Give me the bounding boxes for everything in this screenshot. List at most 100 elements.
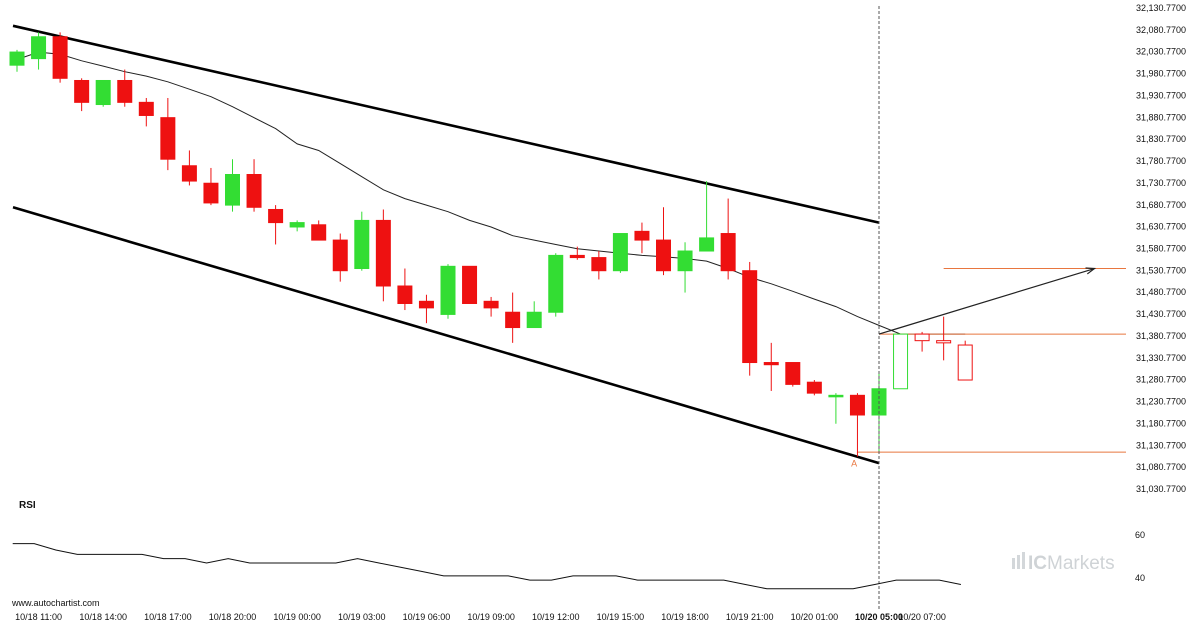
candle <box>418 294 434 324</box>
rsi-panel: RSI 60 40 <box>12 500 1145 590</box>
candle-body <box>289 222 305 228</box>
brand-markets: Markets <box>1047 553 1115 574</box>
y-tick-label: 31,780.7700 <box>1136 156 1186 166</box>
y-tick-label: 31,930.7700 <box>1136 90 1186 100</box>
candle-body <box>893 333 909 390</box>
candle <box>332 233 348 282</box>
icmarkets-logo: ICMarkets <box>1012 552 1115 574</box>
y-tick-label: 31,180.7700 <box>1136 418 1186 428</box>
y-tick-label: 31,380.7700 <box>1136 331 1186 341</box>
x-tick-label: 10/20 07:00 <box>898 612 946 622</box>
candle <box>957 340 973 381</box>
brand-text: ICMarkets <box>1028 553 1115 574</box>
y-axis: 32,130.7700 32,080.7700 32,030.7700 31,980.… <box>1136 3 1186 494</box>
candle-body <box>548 254 564 313</box>
rsi-tick-60: 60 <box>1135 530 1145 540</box>
candle <box>375 209 391 302</box>
candle-body <box>828 394 844 398</box>
candle <box>914 331 930 352</box>
candle <box>656 207 671 276</box>
candle-body <box>246 174 262 208</box>
y-tick-label: 31,630.7700 <box>1136 222 1186 232</box>
candle-body <box>806 381 822 394</box>
candle <box>31 32 47 70</box>
candle <box>591 251 607 280</box>
y-tick-label: 31,980.7700 <box>1136 69 1186 79</box>
candle <box>505 292 521 343</box>
candle <box>138 97 154 127</box>
y-tick-label: 31,580.7700 <box>1136 244 1186 254</box>
y-tick-label: 31,330.7700 <box>1136 353 1186 363</box>
candle-body <box>203 182 219 204</box>
rsi-title: RSI <box>19 500 36 511</box>
x-axis: 10/18 11:00 10/18 14:00 10/18 17:00 10/18 2… <box>15 612 946 622</box>
y-tick-label: 32,130.7700 <box>1136 3 1186 13</box>
y-tick-label: 31,230.7700 <box>1136 397 1186 407</box>
candles-layer <box>9 32 973 457</box>
y-tick-label: 31,030.7700 <box>1136 484 1186 494</box>
x-tick-label: 10/18 14:00 <box>79 612 127 622</box>
y-tick-label: 31,880.7700 <box>1136 112 1186 122</box>
candle <box>9 49 25 72</box>
logo-bar-1 <box>1012 558 1015 569</box>
candle <box>354 211 370 271</box>
candle <box>548 253 564 317</box>
rsi-tick-40: 40 <box>1135 573 1145 583</box>
candle <box>246 159 262 212</box>
candle-body <box>31 36 47 60</box>
channel-layer <box>12 24 880 465</box>
candle <box>612 233 628 273</box>
candle-body <box>483 300 499 309</box>
projection-arrow-head <box>1085 267 1097 275</box>
x-tick-label: 10/19 15:00 <box>597 612 645 622</box>
candle <box>634 222 650 254</box>
candle-body <box>656 239 671 272</box>
candle <box>936 316 952 361</box>
candle <box>699 181 715 252</box>
x-tick-label: 10/19 21:00 <box>726 612 774 622</box>
x-tick-label: 10/19 00:00 <box>273 612 321 622</box>
candle-body <box>677 250 693 272</box>
logo-bar-2 <box>1017 555 1020 569</box>
annotation-layer: A <box>851 6 1097 610</box>
candle-body <box>569 254 585 259</box>
candle-body <box>418 300 434 309</box>
candle-body <box>311 224 327 241</box>
x-tick-label: 10/18 20:00 <box>209 612 257 622</box>
candle <box>526 301 542 329</box>
y-tick-label: 31,530.7700 <box>1136 265 1186 275</box>
channel-upper-line <box>12 24 880 224</box>
candle <box>95 79 111 107</box>
x-tick-label: 10/18 11:00 <box>15 612 62 622</box>
candle <box>225 159 240 212</box>
candle-body <box>375 219 391 287</box>
candle-body <box>138 101 154 116</box>
y-tick-label: 31,130.7700 <box>1136 440 1186 450</box>
candle <box>742 261 758 376</box>
candle-body <box>397 285 413 304</box>
candle-body <box>505 311 521 329</box>
candle-body <box>462 265 478 304</box>
logo-bar-3 <box>1022 552 1025 569</box>
candle <box>440 264 456 319</box>
candle-body <box>936 340 952 344</box>
candle <box>483 296 499 317</box>
candle <box>160 97 176 171</box>
candle <box>181 150 197 186</box>
candle <box>569 246 585 260</box>
candle-body <box>634 230 650 241</box>
moving-average-line <box>16 51 966 335</box>
candle <box>806 380 822 396</box>
candle <box>849 393 865 457</box>
moving-average-layer <box>16 51 966 335</box>
candle <box>289 220 305 232</box>
candle-body <box>849 394 865 416</box>
candle-body <box>591 257 607 272</box>
candle-body <box>95 79 111 106</box>
brand-ic: IC <box>1028 553 1047 574</box>
candle <box>397 268 413 311</box>
x-tick-label: 10/19 09:00 <box>467 612 515 622</box>
y-tick-label: 31,430.7700 <box>1136 309 1186 319</box>
candle <box>268 205 284 245</box>
